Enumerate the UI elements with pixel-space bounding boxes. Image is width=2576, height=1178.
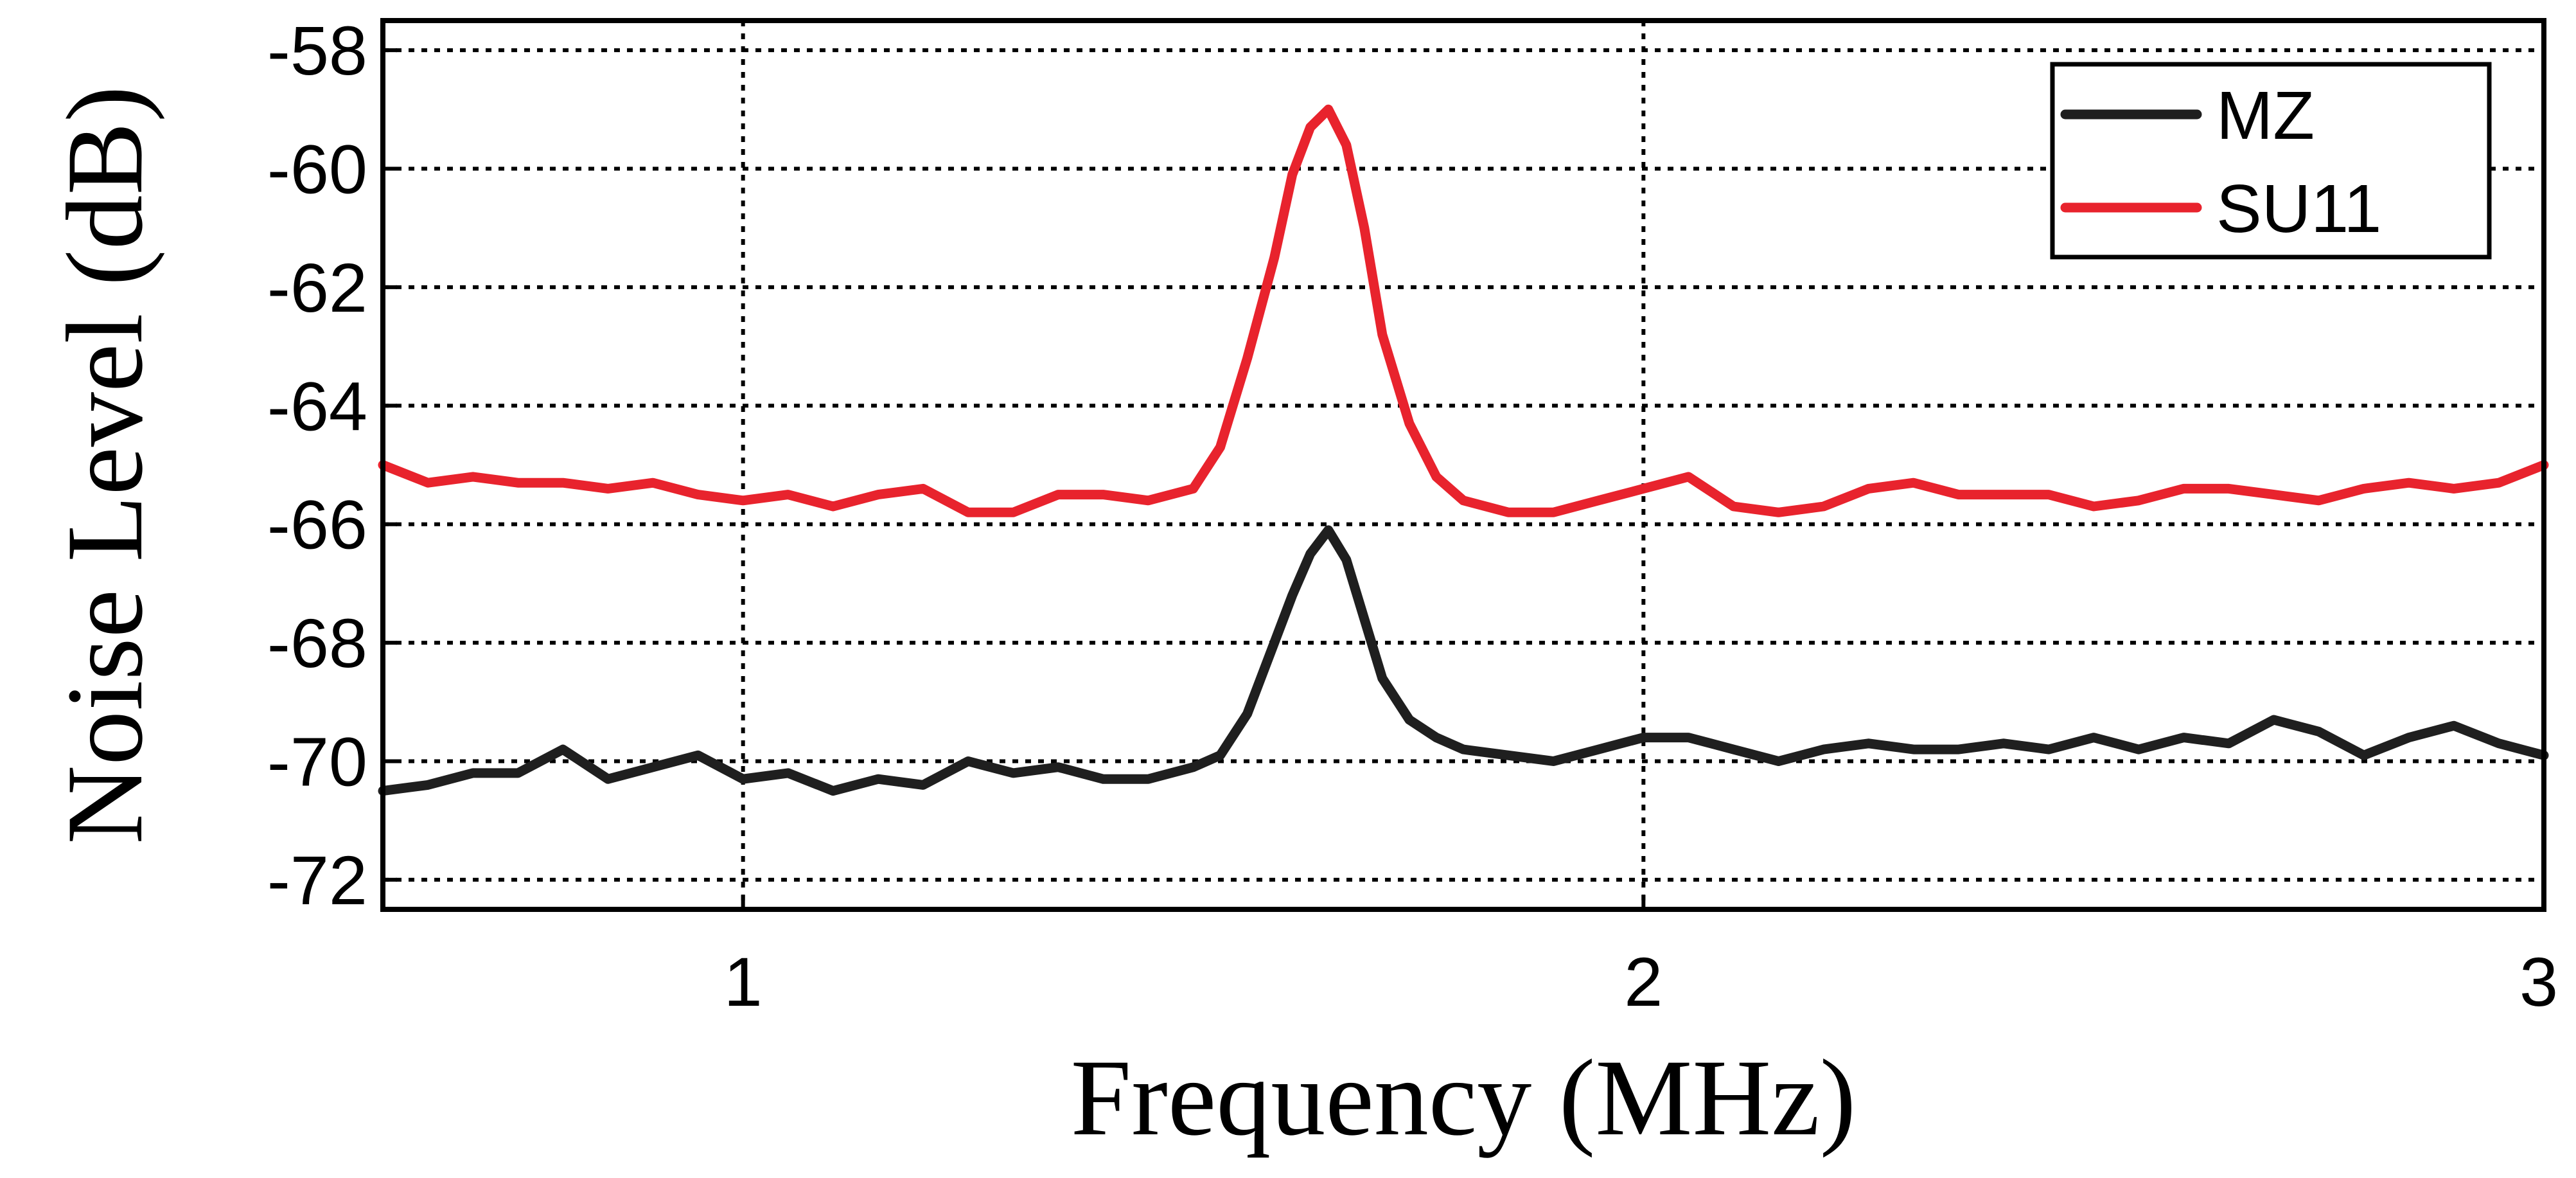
y-tick-label: -58 [267,12,367,89]
y-tick-label: -60 [267,130,367,208]
series-line-su11 [378,104,2549,517]
series-line-mz [378,525,2549,796]
x-tick-label: 1 [724,943,763,1021]
y-tick-label: -62 [267,249,367,326]
y-tick-label: -72 [267,841,367,919]
y-tick-labels: -58 -60 -62 -64 -66 -68 -70 -72 [267,12,367,919]
axis-ticks [383,48,2546,909]
legend-label-su11: SU11 [2216,171,2381,247]
x-tick-label: 3 [2519,943,2558,1021]
y-tick-label: -64 [267,367,367,445]
grid-lines [383,21,2544,909]
legend: MZ SU11 [2050,62,2492,260]
x-axis-label: Frequency (MHz) [1071,1037,1857,1158]
y-tick-label: -66 [267,486,367,564]
x-tick-labels: 1 2 3 [724,943,2558,1021]
series-lines [378,104,2549,796]
y-axis-label: Noise Level (dB) [44,85,165,844]
plot-frame [380,18,2546,912]
legend-label-mz: MZ [2216,78,2315,154]
x-tick-label: 2 [1624,943,1663,1021]
y-tick-label: -68 [267,604,367,682]
legend-box [2050,62,2492,260]
y-tick-label: -70 [267,723,367,801]
